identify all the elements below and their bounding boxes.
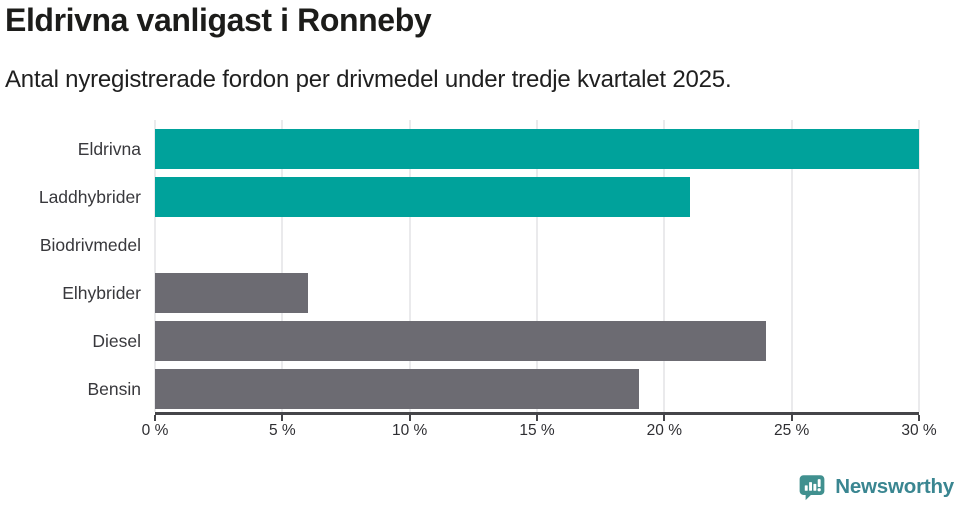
bar-chart: Eldrivna Laddhybrider Biodrivmedel Elhybrid… [39, 120, 937, 439]
x-axis-tick [281, 415, 284, 421]
newsworthy-speech-bubble-chart-icon [799, 475, 825, 501]
category-label: Bensin [87, 379, 141, 399]
x-axis-tick [536, 415, 538, 421]
gridline [408, 120, 411, 412]
x-axis-tick-label: 20 % [646, 422, 682, 439]
gridline [536, 120, 538, 412]
gridline [790, 120, 793, 412]
category-label: Laddhybrider [38, 187, 141, 207]
newsworthy-logo: Newsworthy [797, 471, 954, 503]
x-axis-tick-label: 0 % [141, 422, 169, 439]
bar-bensin [155, 369, 639, 409]
x-axis-tick-label: 25 % [773, 422, 810, 439]
category-label: Diesel [92, 331, 141, 351]
bar-laddhybrider [155, 177, 690, 217]
x-axis-tick-label: 10 % [391, 422, 428, 439]
newsworthy-brand-text: Newsworthy [835, 475, 954, 498]
category-labels-layer: Eldrivna Laddhybrider Biodrivmedel Elhybrid… [0, 120, 141, 412]
x-axis-tick-label: 30 % [901, 422, 937, 439]
chart-title: Eldrivna vanligast i Ronneby [5, 2, 432, 38]
gridline [281, 120, 284, 412]
x-axis-ticks-layer: 0 % 5 % 10 % 15 % 20 % 25 % 30 % [142, 412, 937, 452]
x-axis-tick-label: 5 % [268, 422, 296, 439]
gridline [154, 120, 156, 412]
bar-eldrivna [155, 129, 919, 169]
x-axis-tick [663, 415, 666, 421]
gridline [918, 120, 920, 412]
x-axis-tick [918, 415, 920, 421]
x-axis-tick [408, 415, 411, 421]
x-axis-line [155, 412, 919, 415]
category-label: Elhybrider [62, 283, 141, 303]
gridline [663, 120, 666, 412]
category-label: Eldrivna [77, 139, 141, 159]
x-axis-tick [790, 415, 793, 421]
bar-diesel [155, 321, 767, 361]
x-axis-tick [154, 415, 156, 421]
bar-elhybrider [155, 273, 308, 313]
chart-subtitle: Antal nyregistrerade fordon per drivmede… [5, 66, 732, 93]
x-axis-tick-label: 15 % [519, 422, 555, 439]
category-label: Biodrivmedel [39, 235, 141, 255]
